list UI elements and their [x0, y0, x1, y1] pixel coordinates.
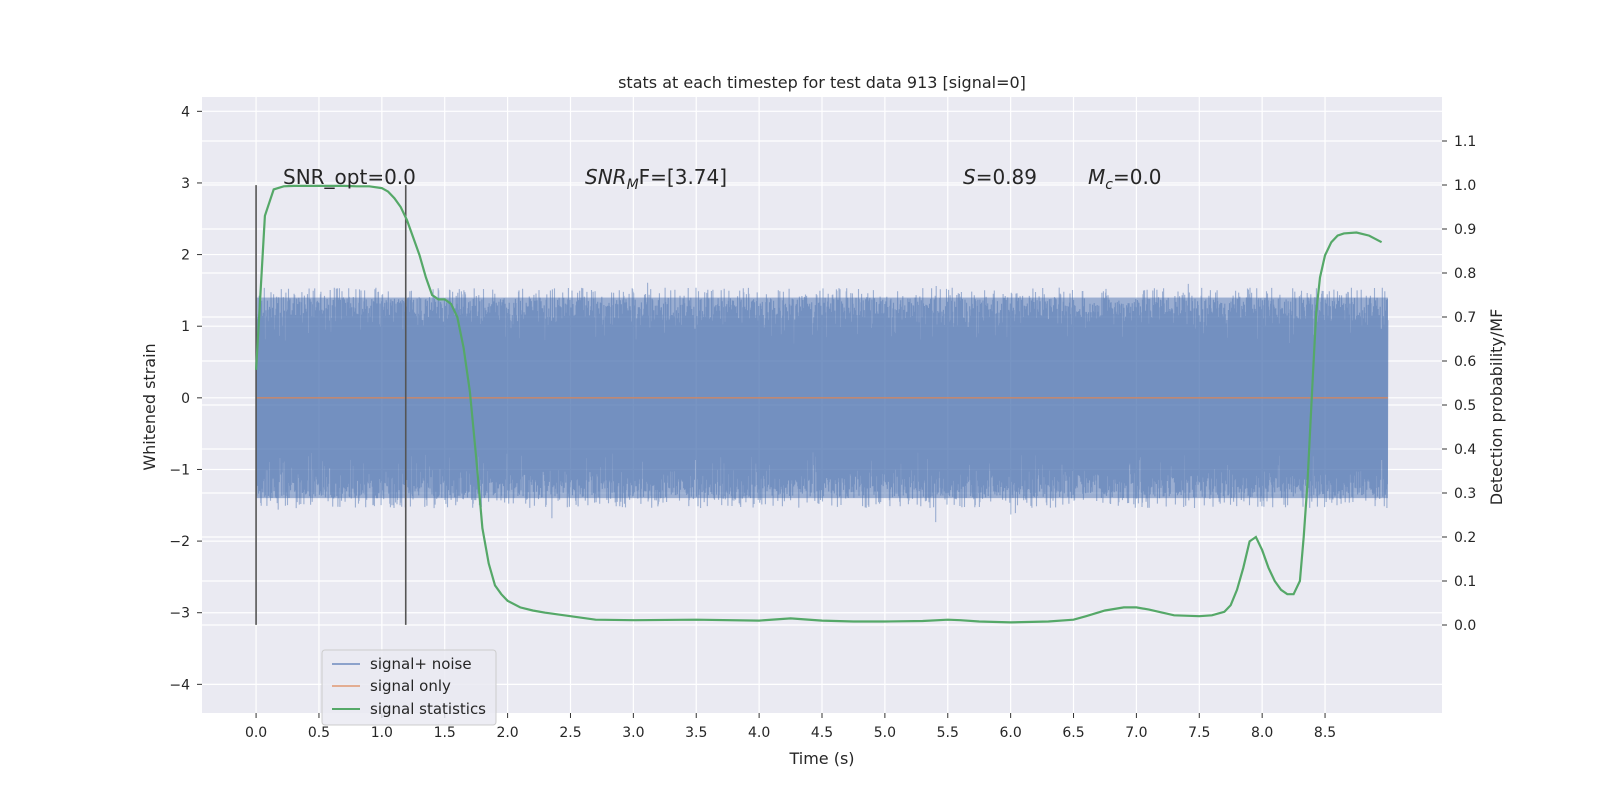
legend: signal+ noise signal only signal statist…	[321, 649, 497, 726]
signal-noise-series	[255, 282, 1389, 523]
legend-box	[321, 649, 497, 726]
y2-tick-label: 0.0	[1454, 618, 1476, 634]
y2-tick-label: 0.1	[1454, 574, 1476, 590]
y-tick-label: −3	[169, 606, 190, 622]
x-tick-label: 8.0	[1251, 725, 1273, 741]
x-tick-label: 0.5	[308, 725, 330, 741]
x-tick-label: 5.0	[874, 725, 896, 741]
vertical-markers	[255, 185, 407, 625]
y-tick-label: 4	[181, 104, 190, 120]
y2-tick-label: 1.0	[1454, 178, 1476, 194]
y2-tick-label: 0.2	[1454, 530, 1476, 546]
x-tick-label: 5.5	[937, 725, 959, 741]
x-tick-label: 4.5	[811, 725, 833, 741]
y-tick-label: −2	[169, 534, 190, 550]
y-axis-label: Whitened strain	[140, 343, 159, 470]
x-tick-label: 6.5	[1062, 725, 1084, 741]
stat-annotations: SNR_opt=0.0 SNRMF=[3.74] S=0.89 Mc=0.0	[283, 165, 1162, 193]
legend-label-signal-only: signal only	[370, 677, 451, 695]
s-label: S	[963, 165, 976, 189]
signal-statistics-series	[255, 184, 1383, 624]
x-tick-label: 2.0	[496, 725, 518, 741]
chart-title: stats at each timestep for test data 913…	[618, 73, 1026, 92]
x-tick-label: 8.5	[1314, 725, 1336, 741]
x-tick-label: 1.5	[434, 725, 456, 741]
y-tick-label: −4	[169, 677, 190, 693]
s-value: =0.89	[976, 165, 1037, 189]
x-tick-label: 0.0	[245, 725, 267, 741]
mc-annotation: Mc=0.0	[1088, 165, 1162, 193]
snr-mf-sub: M	[627, 177, 639, 193]
x-tick-label: 3.0	[622, 725, 644, 741]
snr-mf-rest: F=[3.74]	[639, 165, 727, 189]
x-tick-label: 6.0	[1000, 725, 1022, 741]
x-tick-label: 1.0	[371, 725, 393, 741]
legend-label-signal-statistics: signal statistics	[370, 700, 486, 718]
y2-tick-label: 0.4	[1454, 442, 1476, 458]
snr-mf-base: SNR	[585, 165, 627, 189]
x-tick-label: 4.0	[748, 725, 770, 741]
signal-statistics-line	[255, 184, 1383, 624]
s-annotation: S=0.89	[963, 165, 1037, 189]
y2-tick-label: 0.7	[1454, 310, 1476, 326]
mc-sub: c	[1105, 177, 1113, 193]
legend-label-signal-noise: signal+ noise	[370, 655, 472, 673]
y2-tick-label: 0.3	[1454, 486, 1476, 502]
y2-tick-label: 0.9	[1454, 222, 1476, 238]
y-tick-label: 1	[181, 319, 190, 335]
snr-mf-annotation: SNRMF=[3.74]	[585, 165, 727, 193]
x-axis-label: Time (s)	[788, 749, 854, 768]
y2-tick-label: 0.8	[1454, 266, 1476, 282]
axes: 0.0 0.5 1.0 1.5 2.0 2.5 3.0 3.5 4.0 4.5 5.0 5.5 6.0 6…	[169, 104, 1476, 741]
y-tick-label: 3	[181, 176, 190, 192]
y-tick-label: 2	[181, 248, 190, 264]
y2-tick-label: 0.5	[1454, 398, 1476, 414]
y2-tick-label: 0.6	[1454, 354, 1476, 370]
x-tick-label: 3.5	[685, 725, 707, 741]
x-tick-label: 7.0	[1125, 725, 1147, 741]
y2-axis-label: Detection probability/MF	[1487, 309, 1506, 506]
mc-label: M	[1088, 165, 1105, 189]
x-tick-label: 2.5	[559, 725, 581, 741]
y-tick-label: −1	[169, 462, 190, 478]
y-tick-label: 0	[181, 391, 190, 407]
y2-tick-label: 1.1	[1454, 134, 1476, 150]
x-tick-label: 7.5	[1188, 725, 1210, 741]
mc-value: =0.0	[1113, 165, 1162, 189]
snr-opt-annotation: SNR_opt=0.0	[283, 165, 416, 189]
